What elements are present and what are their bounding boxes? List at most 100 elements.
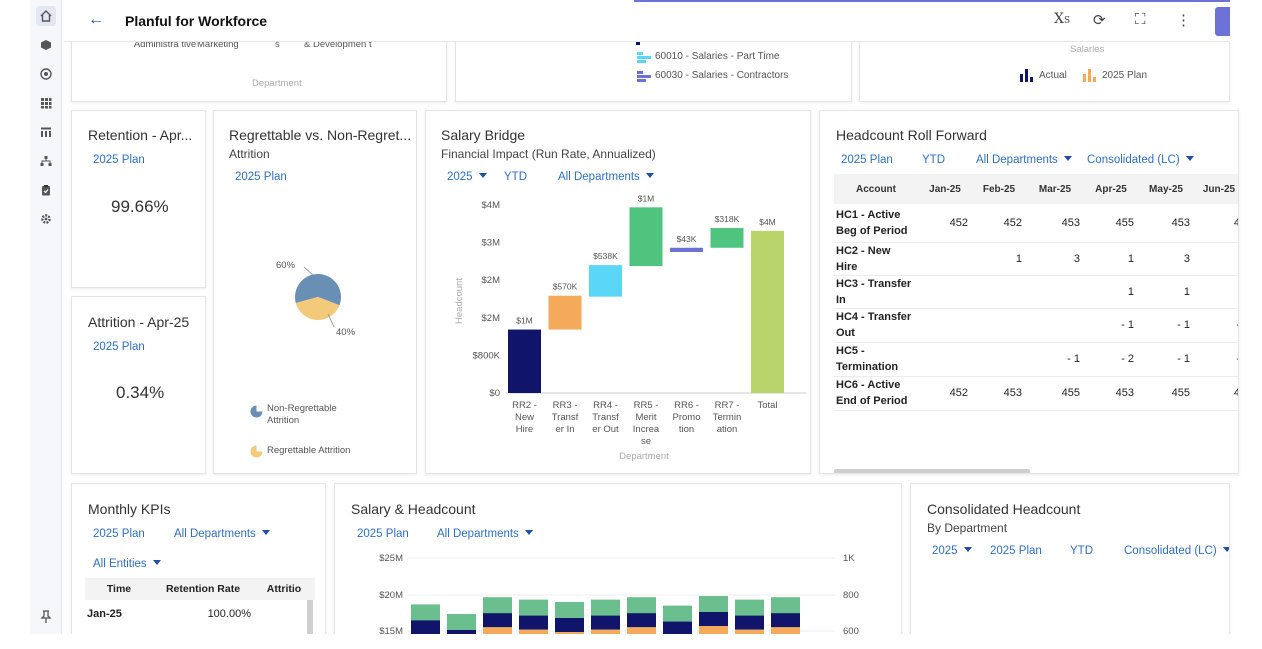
salhc-bar-navy[interactable]	[735, 615, 764, 630]
legend-part-time: 60010 - Salaries - Part Time	[655, 51, 780, 62]
card-headcount-roll-forward: Headcount Roll Forward 2025 Plan YTD All…	[819, 110, 1239, 474]
bridge-year-filter[interactable]: 2025	[447, 171, 487, 183]
salhc-bar-orange[interactable]	[771, 627, 800, 636]
top-bar: ← Planful for Workforce XS ⟳ ⛶ ⋮	[64, 0, 1230, 42]
vertical-scrollbar[interactable]	[307, 600, 313, 642]
col-header: May-25	[1138, 174, 1194, 204]
table-header-row: Time Retention Rate Attritio	[85, 578, 315, 600]
fullscreen-icon[interactable]: ⛶	[1135, 11, 1146, 28]
rf-dept-filter[interactable]: All Departments	[976, 154, 1072, 166]
consol-consol-filter[interactable]: Consolidated (LC)	[1124, 545, 1229, 557]
legend-non-regrettable: Non-Regrettable Attrition	[267, 403, 337, 426]
salhc-scenario-filter[interactable]: 2025 Plan	[357, 528, 409, 540]
cube-icon[interactable]	[36, 35, 56, 55]
consol-period-filter[interactable]: YTD	[1070, 545, 1093, 557]
consol-year-filter[interactable]: 2025	[932, 545, 972, 557]
refresh-icon[interactable]: ⟳	[1093, 12, 1106, 29]
kpis-scenario-filter[interactable]: 2025 Plan	[93, 528, 145, 540]
target-icon[interactable]	[36, 64, 56, 84]
rf-period-filter[interactable]: YTD	[922, 154, 945, 166]
salhc-bar-navy[interactable]	[555, 618, 584, 632]
table-row[interactable]: Jan-25 100.00%	[87, 608, 251, 620]
table-row[interactable]: HC4 - Transfer Out- 1- 1-	[834, 308, 1238, 343]
attrition-scenario[interactable]: 2025 Plan	[93, 341, 145, 353]
legend-icon-contractors	[637, 70, 651, 88]
salhc-bar-orange[interactable]	[519, 629, 548, 638]
salhc-bar-orange[interactable]	[699, 626, 728, 634]
y-tick-label: $800K	[473, 350, 501, 361]
col-header: Jun-25	[1194, 174, 1238, 204]
table-row[interactable]: HC5 - Termination- 1- 2- 1-	[834, 342, 1238, 377]
table-row[interactable]: HC6 - Active End of Period 452 453 455 453 45…	[834, 376, 1238, 411]
y-right-tick: 1K	[843, 553, 855, 564]
bridge-bar[interactable]	[710, 228, 744, 248]
x-category-label: Promo	[673, 412, 701, 423]
bridge-bar[interactable]	[589, 265, 622, 297]
bridge-bar[interactable]	[751, 230, 784, 393]
kpis-dept-filter[interactable]: All Departments	[174, 528, 270, 540]
salhc-dept-filter[interactable]: All Departments	[437, 528, 533, 540]
bridge-bar[interactable]	[548, 295, 582, 330]
salhc-bar-navy[interactable]	[411, 620, 440, 635]
rollforward-title: Headcount Roll Forward	[836, 127, 987, 143]
action-button[interactable]	[1215, 7, 1230, 36]
kpis-table: Time Retention Rate Attritio Jan-25 100.…	[85, 578, 315, 628]
rf-scenario-filter[interactable]: 2025 Plan	[841, 154, 893, 166]
bridge-data-label: $4M	[759, 217, 776, 227]
bridge-bar[interactable]	[670, 247, 703, 252]
formula-icon[interactable]: XS	[1054, 11, 1071, 27]
y-right-tick: 800	[843, 590, 859, 601]
regret-title: Regrettable vs. Non-Regret...	[229, 127, 412, 143]
col-header: Feb-25	[972, 174, 1026, 204]
retention-title: Retention - Apr...	[88, 127, 193, 143]
pie-leader-40	[327, 313, 335, 328]
retention-scenario[interactable]: 2025 Plan	[93, 154, 145, 166]
hierarchy-icon[interactable]	[36, 151, 56, 171]
pie-label-40: 40%	[336, 327, 356, 338]
table-row[interactable]: HC1 - Active Beg of Period 452 452 453 455 45…	[834, 204, 1238, 243]
table-row[interactable]: HC2 - New Hire 1 3 1 3	[834, 242, 1238, 276]
salhc-bar-navy[interactable]	[663, 621, 692, 636]
salhc-bar-orange[interactable]	[591, 629, 620, 638]
legend-regrettable-icon	[250, 445, 263, 463]
legend-plan: 2025 Plan	[1102, 70, 1148, 81]
x-category-label: Increa	[633, 424, 660, 435]
pie-slice-non-regrettable[interactable]	[295, 274, 341, 306]
salhc-bar-navy[interactable]	[699, 612, 728, 626]
chevron-down-icon	[478, 173, 487, 178]
bridge-data-label: $1M	[638, 193, 655, 203]
salhc-bar-navy[interactable]	[591, 615, 620, 630]
bridge-subtitle: Financial Impact (Run Rate, Annualized)	[441, 147, 656, 161]
consol-scenario-filter[interactable]: 2025 Plan	[990, 545, 1042, 557]
x-category-label: Termin	[713, 412, 742, 423]
salhc-bar-navy[interactable]	[627, 613, 656, 628]
report-icon[interactable]	[36, 122, 56, 142]
bridge-period-filter[interactable]: YTD	[504, 171, 527, 183]
back-arrow-icon[interactable]: ←	[88, 11, 104, 28]
horizontal-scrollbar[interactable]	[834, 469, 1030, 473]
home-icon[interactable]	[36, 6, 56, 26]
salhc-bar-orange[interactable]	[627, 627, 656, 636]
regret-scenario[interactable]: 2025 Plan	[235, 171, 287, 183]
col-header: Mar-25	[1026, 174, 1084, 204]
table-row[interactable]: HC3 - Transfer In 1 1	[834, 275, 1238, 309]
salhc-bar-orange[interactable]	[735, 629, 764, 638]
chevron-down-icon	[524, 530, 533, 535]
bridge-dept-filter[interactable]: All Departments	[558, 171, 654, 183]
salhc-bar-navy[interactable]	[483, 613, 512, 628]
salhc-bar-orange[interactable]	[483, 627, 512, 636]
salhc-bar-navy[interactable]	[519, 615, 548, 630]
more-options-icon[interactable]: ⋮	[1176, 12, 1191, 29]
salhc-bar-navy[interactable]	[771, 613, 800, 628]
clipboard-icon[interactable]	[36, 180, 56, 200]
gear-icon[interactable]	[36, 209, 56, 229]
salaries-axis-label: Salaries	[1070, 44, 1105, 55]
page-title: Planful for Workforce	[125, 13, 268, 29]
grid-icon[interactable]	[36, 93, 56, 113]
bridge-bar[interactable]	[629, 207, 663, 267]
rf-consol-filter[interactable]: Consolidated (LC)	[1087, 154, 1194, 166]
regret-subtitle: Attrition	[229, 147, 270, 161]
kpis-entities-filter[interactable]: All Entities	[93, 558, 161, 570]
pin-icon[interactable]	[36, 607, 56, 627]
bridge-bar[interactable]	[508, 329, 541, 393]
